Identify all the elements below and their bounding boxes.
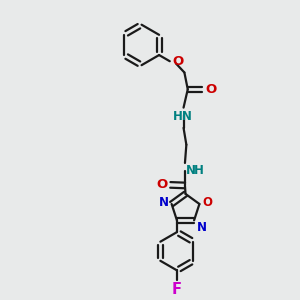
Text: O: O <box>172 55 183 68</box>
Text: HN: HN <box>172 110 192 123</box>
Text: N: N <box>186 164 197 177</box>
Text: F: F <box>172 282 182 297</box>
Text: O: O <box>156 178 167 191</box>
Text: H: H <box>194 164 204 177</box>
Text: O: O <box>203 196 213 209</box>
Text: N: N <box>159 196 169 209</box>
Text: O: O <box>205 83 216 96</box>
Text: N: N <box>197 221 207 235</box>
